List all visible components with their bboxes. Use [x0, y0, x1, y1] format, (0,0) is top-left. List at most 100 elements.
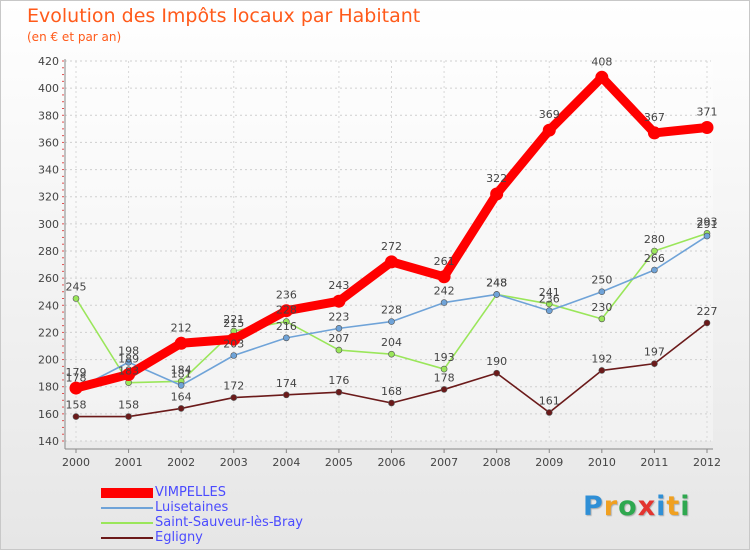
x-tick-label: 2006 [378, 456, 406, 469]
data-label: 178 [66, 371, 87, 384]
y-tick-label: 320 [38, 191, 59, 204]
x-tick-label: 2008 [483, 456, 511, 469]
data-point [545, 409, 553, 416]
data-label: 248 [486, 276, 507, 289]
data-label: 228 [381, 304, 402, 317]
x-tick-label: 2001 [115, 456, 143, 469]
data-label: 223 [328, 310, 349, 323]
data-point [490, 187, 504, 201]
y-tick-label: 240 [38, 299, 59, 312]
data-label: 230 [591, 301, 612, 314]
data-label: 172 [223, 380, 244, 393]
data-point [651, 360, 658, 367]
data-point [177, 405, 185, 412]
data-point [283, 318, 290, 325]
data-label: 158 [118, 399, 139, 412]
data-point [122, 368, 136, 381]
data-label: 261 [434, 255, 455, 268]
data-label: 174 [276, 377, 297, 390]
legend-swatch [101, 488, 153, 498]
x-tick-label: 2003 [220, 456, 248, 469]
data-label: 369 [539, 108, 560, 121]
data-label: 243 [328, 279, 349, 292]
data-label: 215 [223, 317, 244, 330]
data-point [283, 391, 290, 399]
legend-label: Saint-Sauveur-lès-Bray [155, 515, 303, 530]
data-label: 236 [539, 293, 560, 306]
data-label: 164 [171, 390, 192, 403]
data-label: 242 [434, 285, 455, 298]
data-label: 248 [486, 276, 507, 289]
x-tick-label: 2007 [430, 456, 458, 469]
data-label: 322 [486, 172, 507, 185]
y-tick-label: 420 [38, 55, 59, 68]
logo-letter: i [680, 491, 691, 522]
data-point [335, 325, 343, 332]
y-tick-label: 180 [38, 381, 59, 394]
data-label: 190 [486, 355, 507, 368]
data-point [493, 291, 500, 298]
data-label: 189 [118, 353, 139, 366]
data-label: 168 [381, 385, 402, 398]
y-tick-label: 140 [38, 435, 59, 448]
data-label: 250 [591, 274, 612, 287]
data-label: 227 [697, 305, 718, 318]
data-point [125, 358, 132, 366]
data-point [283, 334, 290, 342]
data-label: 408 [591, 55, 612, 68]
data-point [542, 123, 556, 137]
data-label: 204 [381, 336, 402, 349]
x-tick-label: 2009 [535, 456, 563, 469]
data-point [388, 318, 395, 325]
data-label: 266 [644, 252, 665, 265]
y-tick-label: 160 [38, 408, 59, 421]
data-point [545, 307, 553, 315]
data-point [230, 394, 238, 401]
data-point [440, 365, 448, 373]
data-label: 181 [171, 367, 192, 380]
data-label: 291 [697, 218, 718, 231]
y-tick-label: 260 [38, 272, 59, 285]
data-point [493, 369, 500, 377]
data-point [335, 388, 343, 396]
data-label: 197 [644, 346, 665, 359]
data-point [230, 352, 238, 359]
data-point [72, 413, 80, 420]
x-tick-label: 2004 [272, 456, 300, 469]
data-point [437, 270, 451, 284]
data-label: 183 [118, 365, 139, 378]
data-point [335, 346, 343, 354]
legend-label: Egligny [155, 530, 203, 545]
data-point [598, 367, 606, 374]
data-label: 371 [697, 106, 718, 119]
legend-swatch [101, 522, 153, 524]
data-point [125, 413, 132, 420]
y-tick-label: 360 [38, 136, 59, 149]
chart-subtitle: (en € et par an) [27, 30, 122, 44]
data-label: 193 [434, 351, 455, 364]
logo-letter: x [637, 491, 657, 522]
data-label: 280 [644, 233, 665, 246]
x-tick-label: 2011 [640, 456, 668, 469]
data-point [385, 255, 398, 269]
data-label: 179 [66, 366, 87, 379]
y-tick-label: 300 [38, 218, 59, 231]
y-tick-label: 380 [38, 109, 59, 122]
data-point [332, 294, 346, 308]
data-label: 203 [223, 338, 244, 351]
logo-letter: t [666, 491, 681, 522]
data-label: 207 [328, 332, 349, 345]
data-point [440, 386, 448, 393]
data-label: 212 [171, 321, 192, 334]
data-label: 241 [539, 286, 560, 299]
data-point [651, 266, 658, 274]
y-tick-label: 340 [38, 164, 59, 177]
data-label: 161 [539, 395, 560, 408]
data-point [651, 247, 658, 255]
data-label: 176 [328, 374, 349, 387]
data-label: 221 [223, 313, 244, 326]
y-tick-label: 280 [38, 245, 59, 258]
y-tick-label: 200 [38, 354, 59, 367]
data-label: 192 [591, 352, 612, 365]
legend-swatch [101, 507, 153, 509]
